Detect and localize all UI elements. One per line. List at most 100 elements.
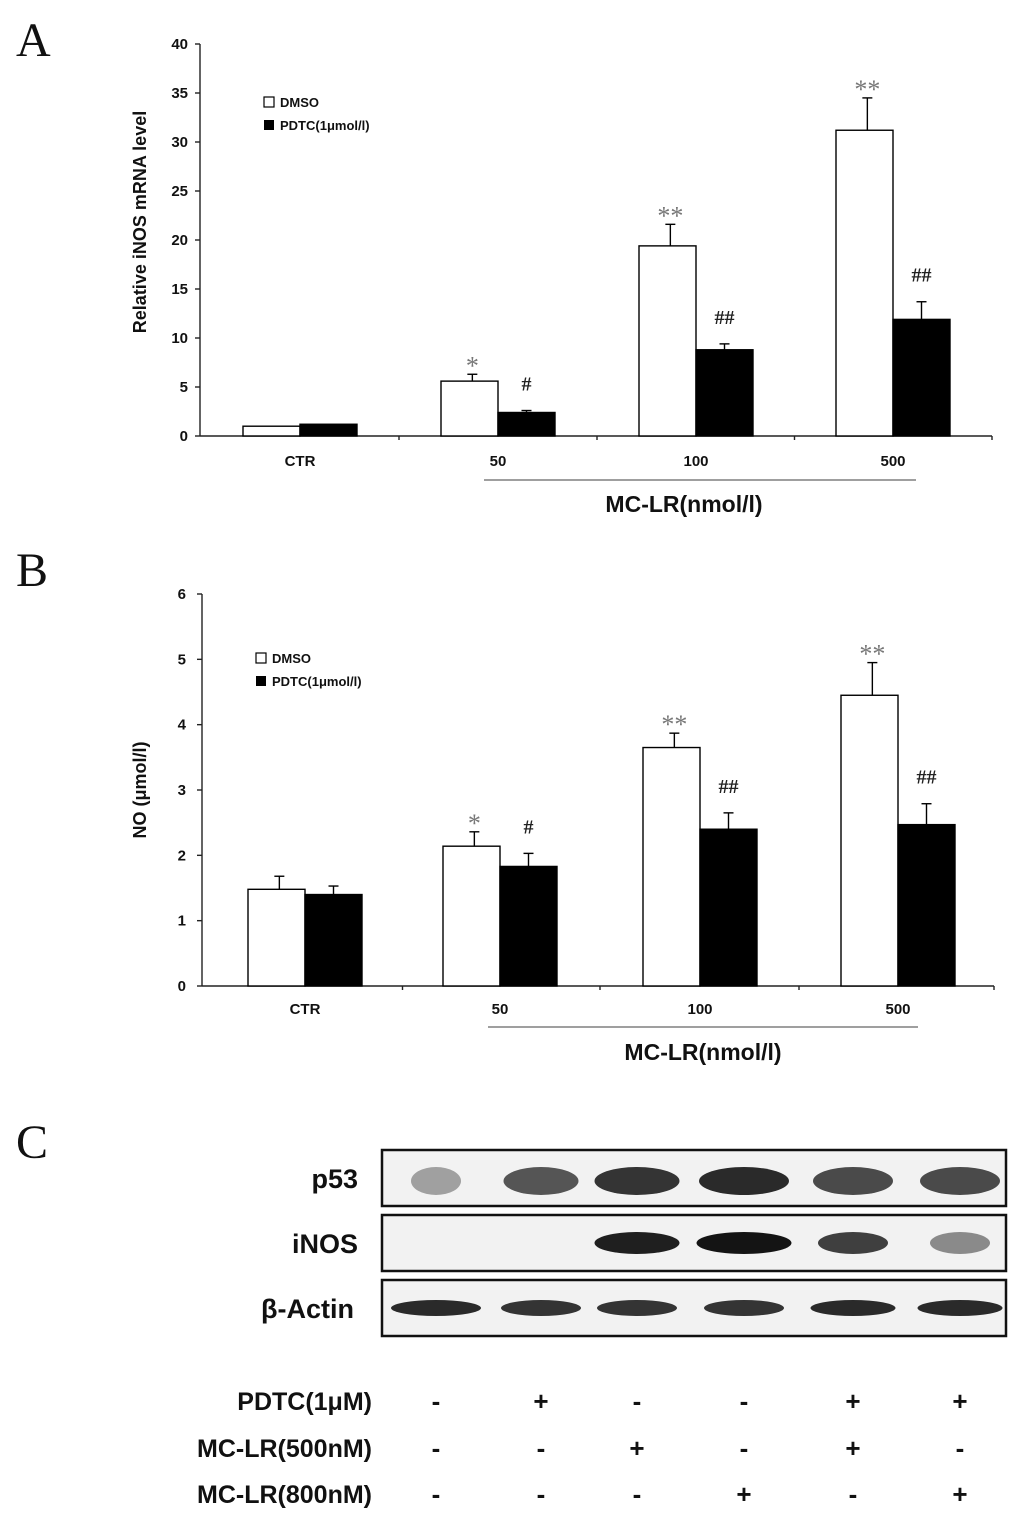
bar (642, 746, 701, 987)
y-tick-label: 6 (178, 586, 186, 603)
condition-sign: - (432, 1479, 441, 1509)
condition-sign: - (740, 1386, 749, 1416)
category-label: 100 (683, 453, 708, 470)
y-tick-label: 35 (171, 85, 188, 102)
blot-row-label: β-Actin (261, 1294, 354, 1324)
bar (497, 411, 556, 437)
y-tick-label: 30 (171, 134, 188, 151)
chart-a-xgroup-label: MC-LR(nmol/l) (605, 491, 762, 517)
blot-band (594, 1232, 680, 1254)
bar (440, 380, 499, 437)
blot-band (411, 1167, 461, 1195)
blot-band (810, 1300, 896, 1316)
condition-sign: + (845, 1433, 860, 1463)
blot-band (503, 1167, 579, 1195)
y-tick-label: 20 (171, 232, 188, 249)
category-label: 100 (687, 1001, 712, 1018)
condition-sign: + (629, 1433, 644, 1463)
bar (699, 828, 758, 987)
chart-b-legend: DMSO PDTC(1μmol/l) (255, 651, 362, 689)
blot-band (704, 1300, 784, 1316)
chart-b-xgroup-label: MC-LR(nmol/l) (624, 1039, 781, 1065)
bar (897, 823, 956, 987)
bar (242, 425, 301, 437)
legend-swatch-pdtc (256, 676, 266, 686)
western-blot: p53 iNOS β-Actin PDTC(1μM) - + - - + + MC-LR(500nM… (197, 1148, 1008, 1509)
legend-swatch-dmso (255, 652, 267, 664)
legend-label-dmso: DMSO (280, 95, 319, 110)
y-tick-label: 0 (178, 978, 186, 995)
condition-label: MC-LR(800nM) (197, 1481, 372, 1509)
legend-swatch-pdtc (264, 120, 274, 130)
blot-panel (380, 1213, 1008, 1273)
condition-sign: - (432, 1433, 441, 1463)
chart-a-ylabel: Relative iNOS mRNA level (130, 111, 150, 333)
bar (695, 349, 754, 437)
category-label: 500 (885, 1001, 910, 1018)
condition-sign: - (849, 1479, 858, 1509)
blot-band (917, 1300, 1003, 1316)
y-tick-label: 10 (171, 330, 188, 347)
significance-mark: ** (854, 75, 880, 104)
legend-label-pdtc: PDTC(1μmol/l) (280, 118, 370, 133)
y-tick-label: 25 (171, 183, 188, 200)
bar (835, 129, 894, 437)
y-tick-label: 4 (178, 717, 187, 734)
condition-sign: + (952, 1479, 967, 1509)
blot-band (501, 1300, 581, 1316)
blot-row-label: iNOS (292, 1229, 358, 1259)
blot-band (813, 1167, 893, 1195)
blot-panel (380, 1148, 1008, 1208)
bar (892, 318, 951, 437)
condition-sign: - (740, 1433, 749, 1463)
bar (442, 845, 501, 987)
category-label: CTR (290, 1001, 321, 1018)
blot-row-label: p53 (311, 1164, 358, 1194)
condition-sign: + (845, 1386, 860, 1416)
condition-sign: - (633, 1386, 642, 1416)
significance-mark: # (524, 816, 534, 838)
condition-sign: - (537, 1479, 546, 1509)
blot-band (391, 1300, 481, 1316)
category-label: 50 (492, 1001, 509, 1018)
category-label: 500 (880, 453, 905, 470)
y-tick-label: 2 (178, 847, 186, 864)
blot-band (920, 1167, 1000, 1195)
blot-panel (380, 1278, 1008, 1338)
condition-sign: - (432, 1386, 441, 1416)
condition-sign: + (736, 1479, 751, 1509)
significance-mark: ## (917, 767, 937, 789)
legend-swatch-dmso (263, 96, 275, 108)
legend-label-dmso: DMSO (272, 651, 311, 666)
blot-band (818, 1232, 888, 1254)
significance-mark: ## (715, 307, 735, 329)
bar (638, 245, 697, 437)
bar (304, 893, 363, 987)
condition-sign: + (533, 1386, 548, 1416)
significance-mark: ** (859, 640, 885, 669)
y-tick-label: 5 (178, 651, 186, 668)
significance-mark: ** (661, 710, 687, 739)
y-tick-label: 1 (178, 913, 186, 930)
bar (247, 888, 306, 987)
category-label: 50 (490, 453, 507, 470)
significance-mark: * (468, 809, 481, 838)
condition-sign: + (952, 1386, 967, 1416)
blot-band (696, 1232, 792, 1254)
legend-label-pdtc: PDTC(1μmol/l) (272, 674, 362, 689)
condition-sign: - (537, 1433, 546, 1463)
significance-mark: # (522, 374, 532, 396)
panel-label-c: C (16, 1116, 48, 1169)
blot-band (699, 1167, 789, 1195)
y-tick-label: 3 (178, 782, 186, 799)
blot-band (597, 1300, 677, 1316)
bar (299, 423, 358, 437)
chart-b-ylabel: NO (μmol/l) (130, 741, 150, 838)
significance-mark: ## (719, 776, 739, 798)
y-tick-label: 40 (171, 36, 188, 53)
chart-a-legend: DMSO PDTC(1μmol/l) (263, 95, 370, 133)
blot-band (594, 1167, 680, 1195)
chart-a: Relative iNOS mRNA level MC-LR(nmol/l) D… (130, 36, 993, 517)
condition-sign: - (633, 1479, 642, 1509)
